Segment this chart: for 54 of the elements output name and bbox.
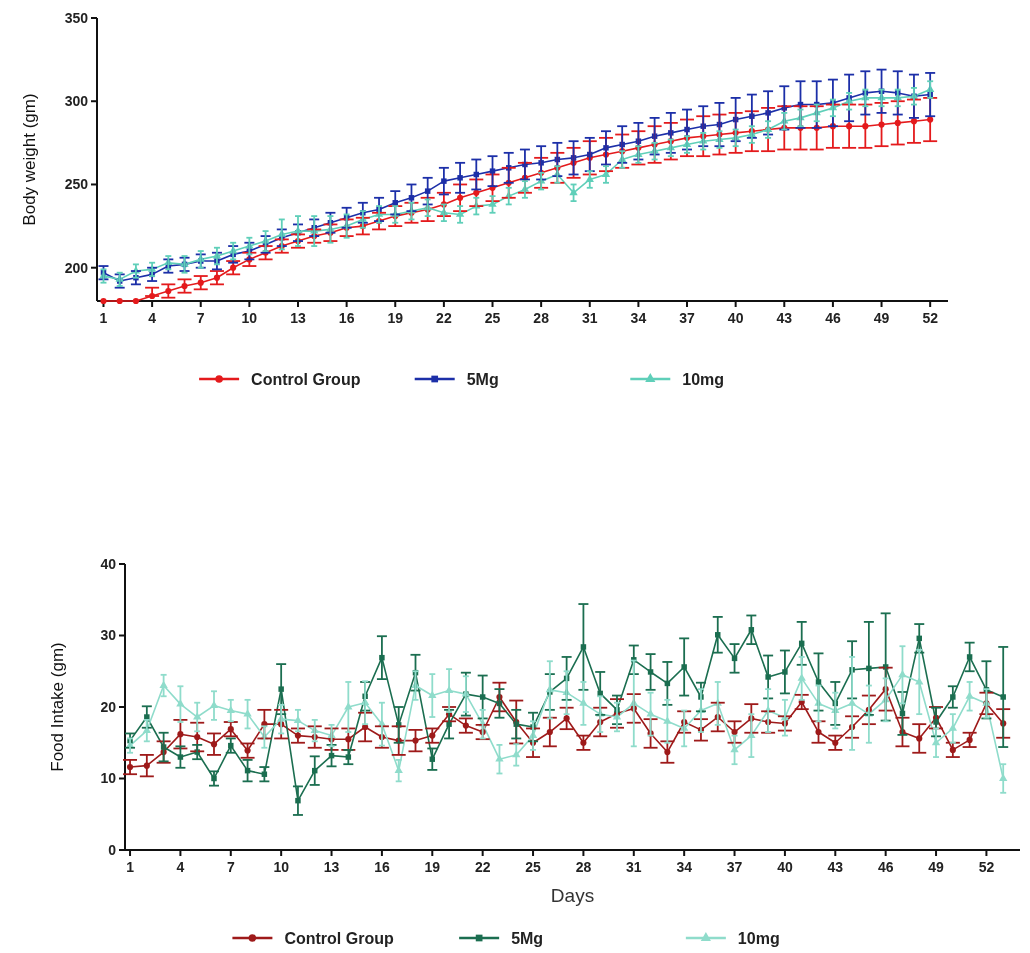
x-tick-label: 34 [630,310,647,326]
x-tick-label: 25 [525,859,542,875]
x-tick-label: 31 [626,859,642,875]
y-tick-label: 250 [64,176,89,193]
x-tick-label: 28 [533,310,550,326]
x-tick-label: 16 [374,859,390,875]
x-tick-label: 34 [676,859,693,875]
x-tick-label: 49 [928,859,945,875]
legend-label: 10mg [682,370,725,388]
x-tick-label: 10 [273,859,290,875]
x-tick-label: 19 [387,310,404,326]
y-tick-label: 40 [100,555,117,572]
x-tick-label: 1 [126,859,135,875]
x-tick-label: 31 [581,310,598,326]
x-tick-label: 52 [978,859,995,875]
x-tick-label: 28 [575,859,592,875]
x-tick-label: 49 [873,310,890,326]
x-tick-label: 16 [338,310,355,326]
x-tick-label: 13 [290,310,306,326]
x-tick-label: 43 [827,859,844,875]
legend-label: 10mg [737,929,780,947]
y-tick-label: 300 [64,93,89,110]
x-tick-label: 7 [226,859,235,875]
y-tick-label: 200 [64,259,89,276]
legend-label: Control Group [251,370,361,388]
x-tick-label: 1 [99,310,108,326]
x-tick-label: 46 [825,310,841,326]
x-tick-label: 22 [436,310,452,326]
x-tick-label: 46 [877,859,894,875]
y-tick-label: 0 [108,841,117,858]
x-tick-label: 10 [241,310,258,326]
x-tick-label: 4 [176,859,185,875]
y-axis-title: Food Intake (gm) [48,642,67,772]
x-tick-label: 25 [484,310,501,326]
y-axis-title: Body weight (gm) [20,93,39,226]
x-axis-title: Days [550,885,595,906]
x-tick-label: 13 [323,859,340,875]
legend-label: Control Group [284,929,394,947]
x-tick-label: 4 [148,310,157,326]
x-tick-label: 40 [777,859,793,875]
x-tick-label: 7 [196,310,205,326]
y-tick-label: 30 [100,627,117,644]
legend-label: 5Mg [511,929,544,947]
x-tick-label: 37 [679,310,696,326]
y-tick-label: 10 [100,770,117,787]
y-tick-label: 20 [100,698,117,715]
y-tick-label: 350 [64,9,89,26]
x-tick-label: 40 [727,310,744,326]
x-tick-label: 19 [424,859,441,875]
x-tick-label: 37 [726,859,743,875]
x-tick-label: 43 [776,310,793,326]
legend-label: 5Mg [466,370,499,388]
x-tick-label: 22 [474,859,491,875]
x-tick-label: 52 [922,310,939,326]
